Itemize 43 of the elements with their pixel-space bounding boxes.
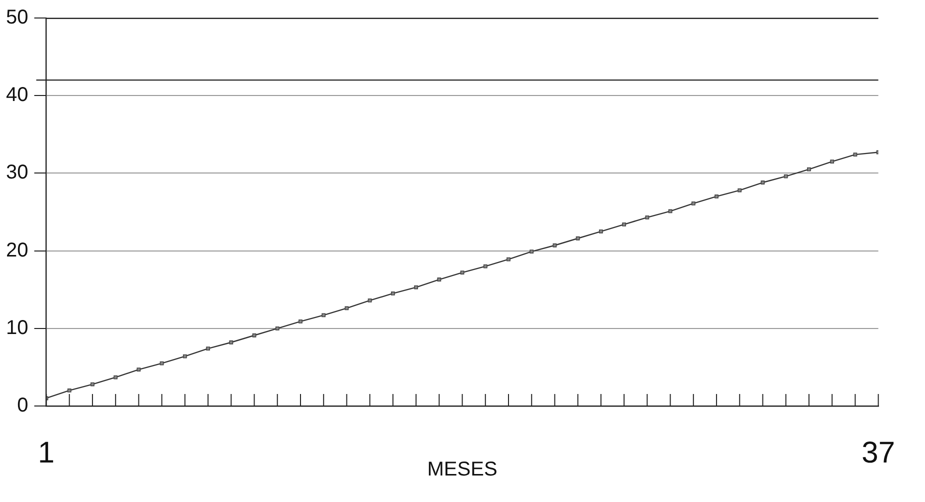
point [90, 382, 94, 386]
y-tick-label: 50 [6, 6, 28, 29]
y-tick-label: 10 [6, 316, 28, 339]
point [714, 194, 718, 198]
point [390, 292, 395, 296]
x-tick-label: 1 [38, 436, 55, 470]
y-tick-label: 40 [6, 84, 28, 106]
point [576, 236, 580, 240]
point [414, 285, 418, 290]
point [460, 270, 464, 274]
point [437, 278, 442, 282]
point [668, 209, 672, 214]
point [830, 160, 834, 164]
point [136, 368, 141, 372]
point [483, 264, 488, 268]
point [298, 319, 302, 324]
point [760, 180, 765, 184]
y-tick-label: 0 [17, 394, 28, 417]
point [738, 188, 742, 192]
point [252, 333, 256, 338]
point [622, 222, 626, 226]
point [182, 354, 187, 358]
point [322, 313, 326, 318]
point [552, 243, 557, 248]
point [530, 250, 534, 254]
point [114, 375, 118, 380]
x-axis-title: MESES [427, 458, 498, 481]
point [691, 202, 696, 206]
point [807, 167, 811, 172]
point [784, 174, 788, 178]
y-tick-label: 30 [6, 162, 28, 184]
point [229, 340, 234, 344]
point [599, 229, 603, 234]
point [506, 257, 510, 262]
y-tick-label: 20 [6, 239, 28, 262]
point [368, 298, 372, 302]
point [67, 388, 72, 392]
point [853, 152, 858, 157]
point [160, 361, 164, 366]
point [275, 326, 280, 330]
point [645, 215, 650, 220]
x-tick-label: 37 [862, 436, 896, 470]
point [206, 346, 210, 351]
